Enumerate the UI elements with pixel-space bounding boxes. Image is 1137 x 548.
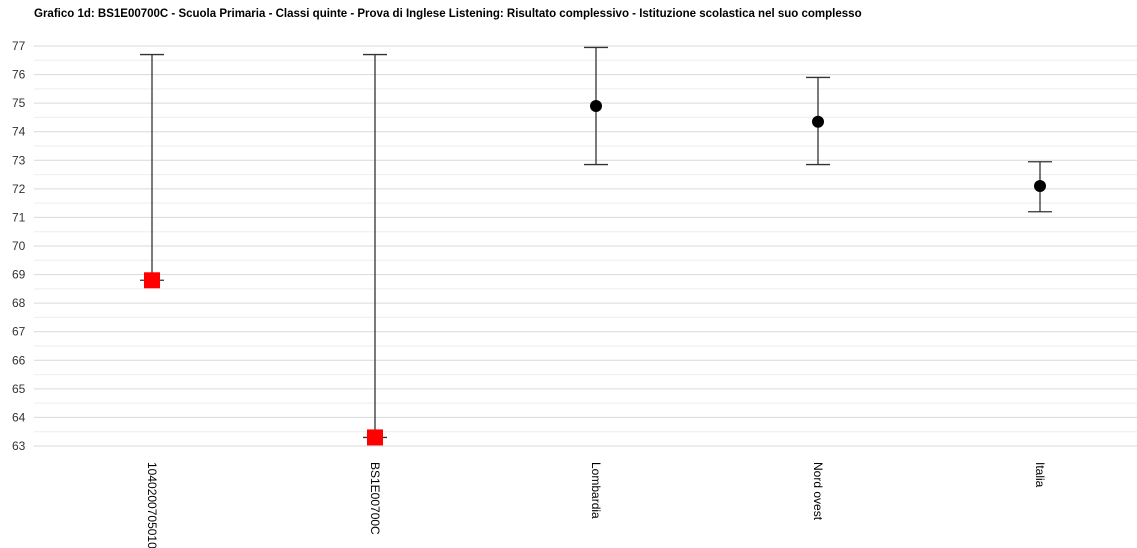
y-tick-label: 70	[12, 239, 26, 253]
y-tick-label: 75	[12, 96, 26, 110]
y-tick-label: 77	[12, 39, 26, 53]
y-tick-label: 66	[12, 353, 26, 367]
data-point-circle	[1034, 180, 1046, 192]
y-tick-label: 69	[12, 268, 26, 282]
x-category-label: BS1E00700C	[368, 462, 382, 535]
x-category-label: Nord ovest	[811, 462, 825, 521]
y-tick-label: 73	[12, 153, 26, 167]
y-tick-label: 72	[12, 182, 26, 196]
y-tick-label: 64	[12, 410, 26, 424]
y-tick-label: 68	[12, 296, 26, 310]
data-point-circle	[590, 100, 602, 112]
data-point-square	[367, 429, 383, 446]
y-tick-label: 74	[12, 125, 26, 139]
y-tick-label: 71	[12, 210, 26, 224]
x-category-label: 10402007050101	[145, 462, 159, 548]
chart-title: Grafico 1d: BS1E00700C - Scuola Primaria…	[34, 8, 862, 20]
y-tick-label: 76	[12, 68, 26, 82]
data-point-circle	[812, 115, 824, 128]
y-tick-label: 65	[12, 382, 26, 396]
y-tick-label: 67	[12, 325, 26, 339]
x-category-label: Italia	[1033, 462, 1047, 488]
data-point-square	[144, 272, 160, 289]
y-tick-label: 63	[12, 439, 26, 453]
x-category-label: Lombardia	[589, 462, 603, 519]
